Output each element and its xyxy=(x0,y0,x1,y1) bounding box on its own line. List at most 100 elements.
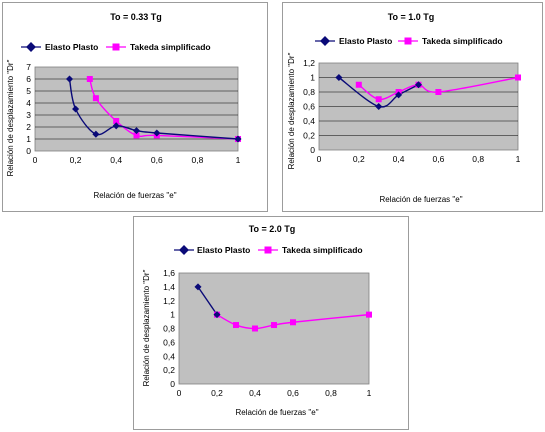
data-point xyxy=(113,118,120,124)
x-tick-label: 0,8 xyxy=(325,388,337,398)
y-tick-label: 1 xyxy=(26,134,31,144)
series-line xyxy=(338,76,419,108)
data-point xyxy=(290,319,296,326)
x-tick-label: 0,2 xyxy=(70,155,82,165)
data-point xyxy=(112,122,120,130)
y-tick-label: 0,6 xyxy=(163,337,175,347)
chart-svg-to-20: To = 2.0 Tg 0 0,2 0,4 0,6 0,8 1 1,2 1,4 1,6 0 0,2… xyxy=(142,224,372,417)
data-point xyxy=(153,129,161,137)
legend-marker-square xyxy=(112,43,120,51)
x-tick-label: 1 xyxy=(367,388,372,398)
y-tick-label: 0,4 xyxy=(163,351,175,361)
y-tick-labels: 0 0,2 0,4 0,6 0,8 1 1,2 xyxy=(303,58,315,155)
chart-svg-to-033: To = 0.33 Tg 0 1 2 3 4 5 6 7 0 0,2 0,4 0,6 0,8 1 Ela… xyxy=(6,12,242,200)
x-tick-label: 0,2 xyxy=(353,154,365,164)
y-tick-label: 0,4 xyxy=(303,116,315,126)
chart-svg-to-10: To = 1.0 Tg 0 0,2 0,4 0,6 0,8 1 1,2 0 0,2 0,4 0,6… xyxy=(287,12,521,204)
y-tick-label: 1 xyxy=(170,310,175,320)
x-tick-label: 1 xyxy=(236,155,241,165)
y-tick-label: 6 xyxy=(26,74,31,84)
x-tick-label: 0,6 xyxy=(151,155,163,165)
x-tick-label: 0 xyxy=(177,388,182,398)
y-axis-label: Relación de desplazamiento "Dr" xyxy=(142,269,151,386)
y-tick-label: 1,2 xyxy=(163,296,175,306)
legend-label-elasto: Elasto Plasto xyxy=(45,42,98,52)
legend-marker-diamond xyxy=(26,42,36,52)
series-markers xyxy=(335,73,521,111)
y-tick-label: 1 xyxy=(310,73,315,83)
data-point xyxy=(213,311,221,319)
data-point xyxy=(194,283,202,291)
chart-title: To = 2.0 Tg xyxy=(249,224,296,234)
x-tick-label: 0,2 xyxy=(211,388,223,398)
legend: Elasto Plasto Takeda simplificado xyxy=(21,42,211,52)
chart-panel-to-10: To = 1.0 Tg 0 0,2 0,4 0,6 0,8 1 1,2 0 0,2 0,4 0,6… xyxy=(282,2,543,212)
legend: Elasto Plasto Takeda simplificado xyxy=(174,245,363,255)
data-point xyxy=(234,135,242,143)
data-point xyxy=(395,91,403,99)
legend-label-elasto: Elasto Plasto xyxy=(197,245,250,255)
y-tick-label: 0,2 xyxy=(303,131,315,141)
y-tick-label: 1,2 xyxy=(303,58,315,68)
legend: Elasto Plasto Takeda simplificado xyxy=(315,36,503,46)
data-point xyxy=(252,325,258,332)
y-tick-label: 0,2 xyxy=(163,365,175,375)
y-tick-label: 3 xyxy=(26,110,31,120)
y-tick-label: 0,6 xyxy=(303,102,315,112)
y-tick-label: 1,6 xyxy=(163,268,175,278)
y-tick-label: 2 xyxy=(26,122,31,132)
x-tick-label: 0 xyxy=(317,154,322,164)
data-point xyxy=(414,81,423,89)
x-tick-labels: 0 0,2 0,4 0,6 0,8 1 xyxy=(317,154,521,164)
data-point xyxy=(233,322,239,329)
data-point xyxy=(132,127,141,135)
x-tick-label: 0,4 xyxy=(110,155,122,165)
legend-marker-square xyxy=(404,37,412,45)
data-point xyxy=(271,322,277,329)
chart-title: To = 1.0 Tg xyxy=(388,12,435,22)
x-axis-label: Relación de fuerzas "e" xyxy=(379,195,462,204)
x-tick-labels: 0 0,2 0,4 0,6 0,8 1 xyxy=(177,388,372,398)
y-axis-label: Relación de desplazamiento "Dr" xyxy=(287,52,296,169)
y-tick-labels: 0 1 2 3 4 5 6 7 xyxy=(26,62,31,156)
legend-marker-square xyxy=(264,246,272,254)
data-point xyxy=(92,95,99,102)
y-tick-label: 0 xyxy=(26,146,31,156)
y-tick-label: 7 xyxy=(26,62,31,72)
data-point xyxy=(366,311,372,318)
chart-panel-to-033: To = 0.33 Tg 0 1 2 3 4 5 6 7 0 0,2 0,4 0,6 0,8 1 Ela… xyxy=(2,2,268,212)
y-tick-labels: 0 0,2 0,4 0,6 0,8 1 1,2 1,4 1,6 xyxy=(163,268,175,389)
y-tick-label: 0,8 xyxy=(303,87,315,97)
y-tick-label: 0 xyxy=(310,145,315,155)
x-tick-label: 0 xyxy=(33,155,38,165)
chart-title: To = 0.33 Tg xyxy=(110,12,162,22)
x-tick-label: 0,4 xyxy=(249,388,261,398)
y-tick-label: 0,8 xyxy=(163,324,175,334)
data-point xyxy=(65,75,74,83)
data-point xyxy=(86,76,93,82)
series-markers xyxy=(65,75,242,143)
data-point xyxy=(435,89,442,95)
data-point xyxy=(515,74,521,81)
legend-marker-diamond xyxy=(320,36,330,46)
legend-label-takeda: Takeda simplificado xyxy=(130,42,211,52)
gridlines xyxy=(35,78,238,140)
legend-marker-diamond xyxy=(179,245,189,255)
plot-area xyxy=(178,272,370,385)
legend-label-takeda: Takeda simplificado xyxy=(282,245,363,255)
series-markers xyxy=(194,283,372,332)
x-tick-label: 0,8 xyxy=(191,155,203,165)
y-tick-label: 5 xyxy=(26,86,31,96)
x-axis-label: Relación de fuerzas "e" xyxy=(235,408,318,417)
data-point xyxy=(133,132,140,139)
data-point xyxy=(355,81,362,88)
y-tick-label: 4 xyxy=(26,98,31,108)
x-tick-label: 0,6 xyxy=(287,388,299,398)
legend-label-takeda: Takeda simplificado xyxy=(422,36,503,46)
x-tick-label: 0,8 xyxy=(472,154,484,164)
legend-label-elasto: Elasto Plasto xyxy=(339,36,392,46)
data-point xyxy=(72,105,80,113)
gridlines xyxy=(319,77,518,136)
x-tick-label: 0,6 xyxy=(432,154,444,164)
y-tick-label: 0 xyxy=(170,379,175,389)
